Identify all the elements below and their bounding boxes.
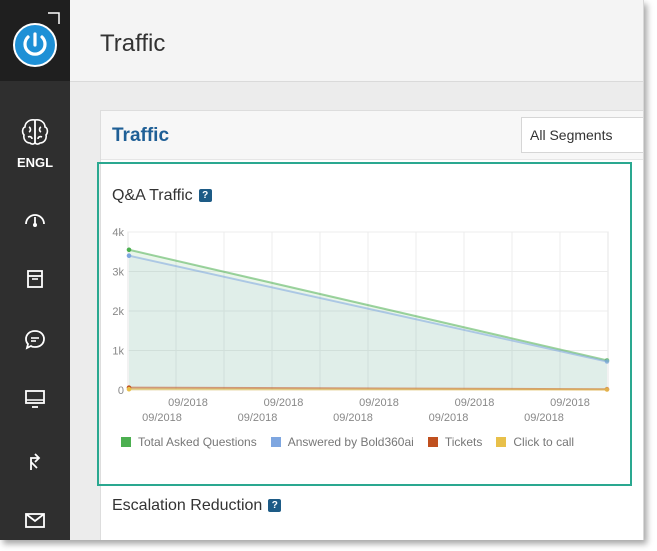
segment-select[interactable]: All Segments xyxy=(521,117,643,153)
series-total-asked-line xyxy=(128,248,608,362)
legend-swatch xyxy=(121,437,131,447)
power-logo-icon xyxy=(13,23,57,67)
legend-label: Answered by Bold360ai xyxy=(287,435,414,449)
logo-area[interactable] xyxy=(0,0,70,81)
qa-traffic-chart: 0 1k 2k 3k 4k 09/2018 09/2018 09/2018 09/2018 09/… xyxy=(112,227,610,424)
brand-block[interactable]: ENGL xyxy=(0,116,70,170)
panel-title: Traffic xyxy=(112,125,170,146)
x-tick-label: 09/2018 xyxy=(238,412,278,424)
legend-item-tickets[interactable]: Tickets xyxy=(427,435,483,449)
y-tick-label: 2k xyxy=(112,306,124,318)
corner-bracket-icon xyxy=(48,12,60,24)
legend-swatch xyxy=(496,437,507,447)
legend-item-answered[interactable]: Answered by Bold360ai xyxy=(270,435,414,449)
x-tick-label: 09/2018 xyxy=(264,397,304,409)
y-tick-label: 1k xyxy=(112,346,124,358)
series-area-total-asked xyxy=(129,249,607,390)
monitor-icon[interactable] xyxy=(23,387,47,411)
y-tick-label: 3k xyxy=(112,267,124,279)
legend-item-click-to-call[interactable]: Click to call xyxy=(496,435,574,449)
x-tick-label: 09/2018 xyxy=(550,397,590,409)
series-total-asked-point xyxy=(126,247,132,253)
x-tick-label: 09/2018 xyxy=(142,412,182,424)
series-area-answered xyxy=(129,255,607,390)
legend-swatch xyxy=(427,437,438,447)
help-icon[interactable]: ? xyxy=(268,499,282,513)
panel-header: Traffic All Segments xyxy=(101,111,643,160)
x-tick-label: 09/2018 xyxy=(359,397,399,409)
x-tick-label: 09/2018 xyxy=(333,412,373,424)
x-tick-label: 09/2018 xyxy=(455,397,495,409)
legend-label: Total Asked Questions xyxy=(138,435,257,449)
escalation-heading: Escalation Reduction? xyxy=(112,497,282,515)
page-title: Traffic xyxy=(100,30,166,57)
sidebar: ENGL xyxy=(0,0,70,540)
x-tick-label: 09/2018 xyxy=(168,397,208,409)
envelope-icon[interactable] xyxy=(23,508,47,532)
legend-item-total-asked[interactable]: Total Asked Questions xyxy=(121,435,257,449)
legend-label: Tickets xyxy=(444,435,483,449)
brain-icon xyxy=(21,119,49,145)
routing-arrow-icon[interactable] xyxy=(23,448,47,472)
app-window: ENGL xyxy=(0,0,644,540)
x-tick-label: 09/2018 xyxy=(429,412,469,424)
legend-label: Click to call xyxy=(513,435,575,449)
y-tick-label: 0 xyxy=(118,385,124,397)
brand-label: ENGL xyxy=(16,155,54,170)
y-tick-label: 4k xyxy=(112,227,124,239)
series-answered-line xyxy=(128,254,608,363)
escalation-title: Escalation Reduction xyxy=(112,497,263,514)
series-answered-point xyxy=(604,359,610,364)
series-click-to-call-point xyxy=(604,387,610,392)
qa-traffic-heading: Q&A Traffic? xyxy=(112,187,212,205)
chat-bubble-icon[interactable] xyxy=(23,327,47,351)
chart-legend: Total Asked Questions Answered by Bold36… xyxy=(121,435,574,449)
legend-swatch xyxy=(270,437,281,447)
dashboard-gauge-icon[interactable] xyxy=(23,207,47,231)
help-icon[interactable]: ? xyxy=(198,189,212,203)
qa-traffic-title: Q&A Traffic xyxy=(112,187,193,204)
page-header: Traffic xyxy=(70,0,643,82)
x-tick-label: 09/2018 xyxy=(524,412,564,424)
series-answered-point xyxy=(126,253,132,258)
archive-box-icon[interactable] xyxy=(23,267,47,291)
series-click-to-call-point xyxy=(126,386,132,392)
